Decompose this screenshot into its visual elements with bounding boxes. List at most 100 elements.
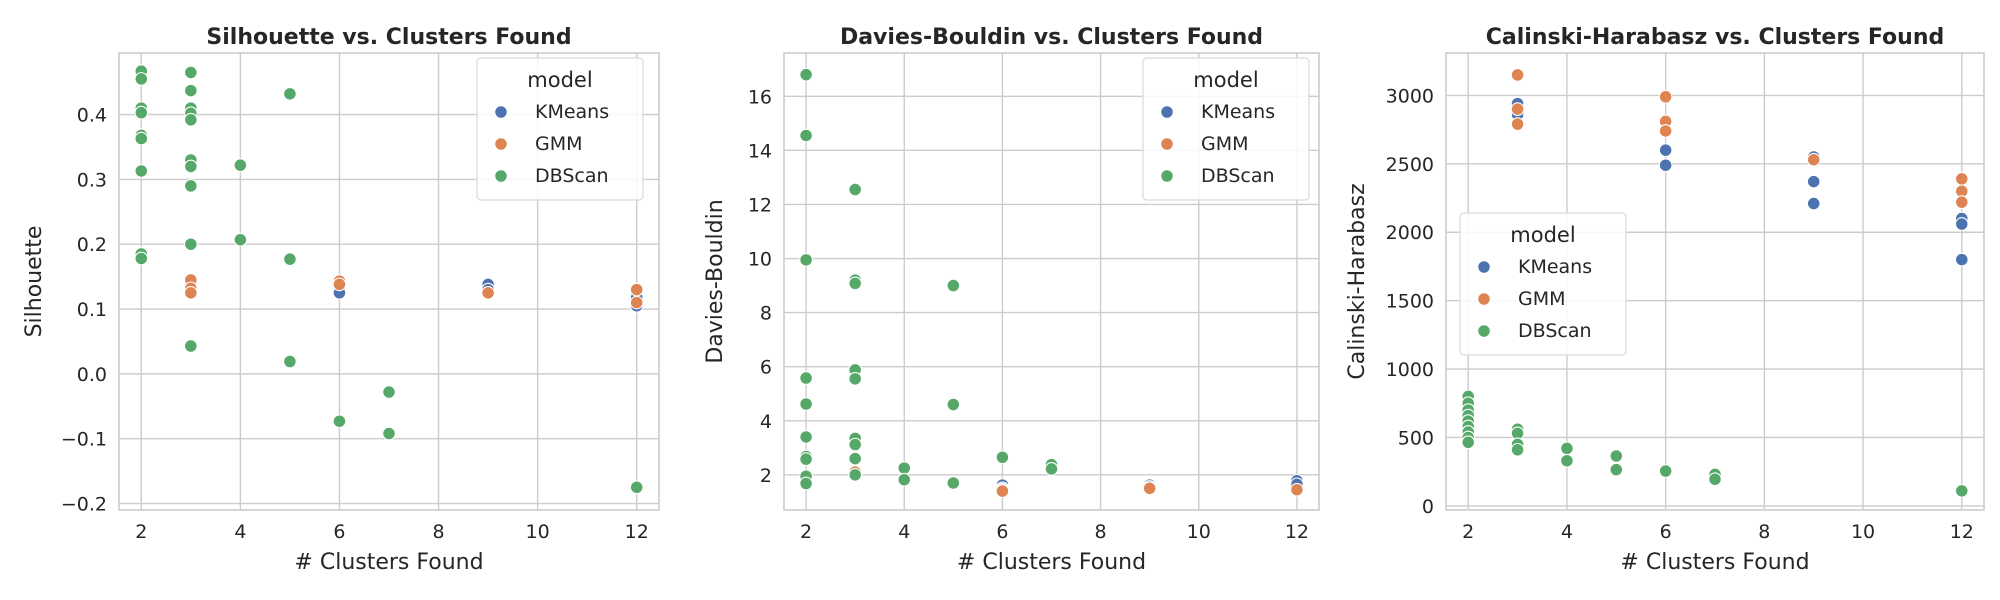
legend-entry-kmeans: KMeans	[1518, 256, 1592, 278]
data-point-dbscan	[1954, 483, 1969, 498]
legend: model KMeans GMM DBScan	[1142, 57, 1310, 201]
y-tick-label: 0	[1422, 496, 1434, 518]
y-tick-label: −0.1	[61, 429, 107, 451]
data-point-dbscan	[283, 354, 297, 369]
series-kmeans	[848, 466, 1304, 496]
legend-title: model	[1193, 68, 1258, 92]
data-point-dbscan	[134, 251, 149, 266]
data-point-dbscan	[848, 371, 863, 386]
data-point-dbscan	[946, 397, 961, 412]
y-tick-label: 14	[748, 140, 772, 162]
chart-panel-2: 2 4 6 8 10 12 2 4 6 8 10 12 14 16 Davies-Bouldin vs. C…	[703, 25, 1320, 575]
data-point-dbscan	[799, 253, 813, 267]
data-point-gmm	[1290, 482, 1304, 497]
y-tick-label: 4	[760, 411, 772, 433]
data-point-dbscan	[382, 385, 396, 399]
series-dbscan	[799, 67, 1059, 491]
data-point-gmm	[1954, 195, 1969, 209]
data-point-dbscan	[897, 472, 912, 487]
legend-entry-dbscan: DBScan	[1518, 320, 1592, 342]
data-point-dbscan	[134, 164, 149, 178]
legend-box	[1142, 57, 1310, 201]
series-dbscan	[134, 64, 644, 495]
data-point-dbscan	[799, 371, 813, 385]
data-point-kmeans	[1658, 143, 1673, 157]
x-tick-label: 8	[1758, 521, 1770, 543]
data-point-dbscan	[1658, 464, 1673, 478]
data-point-dbscan	[897, 461, 912, 475]
x-tick-label: 6	[1660, 521, 1672, 543]
y-tick-label: 12	[748, 194, 772, 216]
legend-entry-kmeans: KMeans	[1201, 101, 1275, 123]
legend-marker-gmm	[494, 137, 508, 151]
data-point-dbscan	[183, 237, 198, 252]
data-point-gmm	[629, 295, 644, 310]
y-tick-label: 2	[760, 465, 772, 487]
data-point-dbscan	[799, 67, 813, 82]
chart-title: Calinski-Harabasz vs. Clusters Found	[1486, 25, 1945, 50]
data-point-dbscan	[283, 86, 297, 101]
data-point-dbscan	[629, 480, 644, 495]
y-tick-label: 0.2	[77, 234, 107, 256]
data-point-dbscan	[848, 182, 863, 197]
data-point-dbscan	[799, 476, 813, 491]
series-gmm	[1510, 68, 1969, 209]
data-point-dbscan	[134, 105, 149, 120]
data-point-dbscan	[183, 159, 198, 174]
data-point-dbscan	[848, 437, 863, 452]
y-tick-label: 0.4	[77, 105, 107, 127]
data-point-dbscan	[382, 426, 396, 441]
data-point-kmeans	[1806, 174, 1821, 189]
x-tick-label: 8	[432, 521, 444, 543]
data-point-dbscan	[332, 414, 347, 429]
data-point-kmeans	[1954, 217, 1969, 231]
data-point-dbscan	[1609, 462, 1624, 477]
y-tick-label: 0.3	[77, 169, 107, 191]
data-point-dbscan	[799, 430, 813, 444]
series-kmeans	[183, 276, 644, 313]
data-point-gmm	[481, 285, 495, 300]
data-point-dbscan	[183, 339, 198, 353]
legend-marker-dbscan	[1477, 324, 1491, 338]
y-axis-label: Calinski-Harabasz	[1345, 183, 1370, 379]
x-axis-label: # Clusters Found	[957, 550, 1146, 575]
data-point-gmm	[183, 285, 198, 300]
series-gmm	[183, 273, 644, 310]
data-point-dbscan	[1560, 441, 1574, 456]
y-tick-label: 2500	[1386, 154, 1434, 176]
y-tick-label: 10	[748, 249, 772, 271]
data-point-dbscan	[799, 128, 813, 143]
legend-marker-dbscan	[494, 169, 508, 183]
data-point-gmm	[995, 484, 1010, 498]
x-tick-label: 2	[1462, 521, 1474, 543]
x-tick-label: 10	[1851, 521, 1875, 543]
x-tick-label: 12	[1950, 521, 1974, 543]
data-point-kmeans	[1658, 158, 1673, 173]
data-point-kmeans	[1954, 252, 1969, 267]
data-point-gmm	[1658, 124, 1673, 138]
data-point-dbscan	[799, 452, 813, 467]
x-tick-label: 6	[333, 521, 345, 543]
data-point-dbscan	[1560, 453, 1574, 468]
data-point-dbscan	[848, 451, 863, 466]
y-tick-label: 500	[1398, 427, 1434, 449]
legend-marker-kmeans	[494, 105, 508, 119]
x-tick-label: 8	[1095, 521, 1107, 543]
data-point-dbscan	[1609, 449, 1624, 463]
data-point-dbscan	[848, 467, 863, 482]
legend-title: model	[1510, 223, 1575, 247]
data-point-gmm	[1510, 117, 1525, 131]
legend-title: model	[527, 68, 592, 92]
data-point-gmm	[1954, 172, 1969, 186]
y-tick-label: 16	[748, 86, 772, 108]
x-tick-label: 2	[135, 521, 147, 543]
legend-entry-gmm: GMM	[1518, 288, 1566, 310]
legend-marker-gmm	[1477, 292, 1491, 306]
data-point-dbscan	[1044, 462, 1059, 476]
y-tick-label: 8	[760, 303, 772, 325]
y-tick-label: 1500	[1386, 291, 1434, 313]
y-tick-label: 3000	[1386, 85, 1434, 107]
legend: model KMeans GMM DBScan	[476, 57, 644, 201]
data-point-dbscan	[995, 450, 1010, 465]
data-point-gmm	[1510, 102, 1525, 116]
